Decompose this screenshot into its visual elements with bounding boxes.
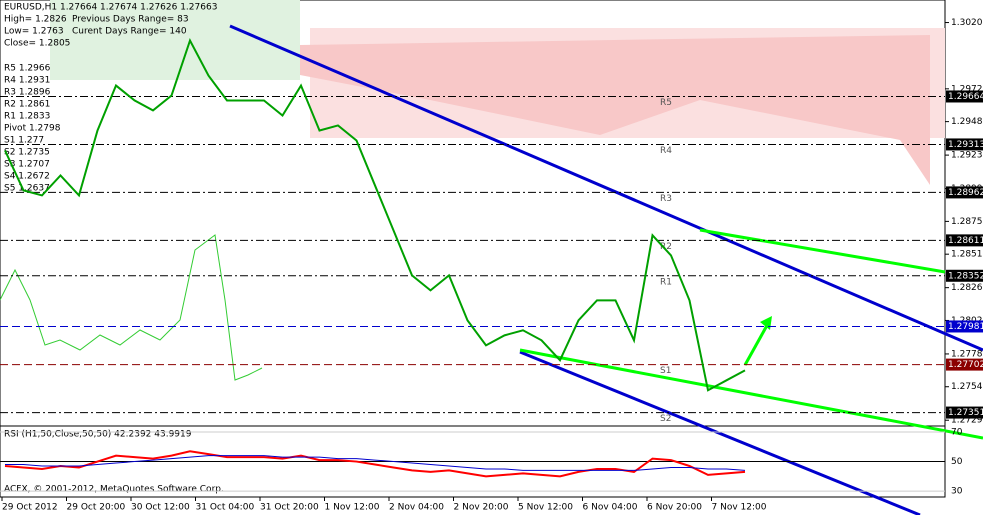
- header-text: Curent Days Range= 140: [72, 27, 187, 37]
- level-badge: [946, 320, 983, 333]
- channel-line: [519, 348, 983, 440]
- x-tick-label: 5 Nov 12:00: [518, 503, 573, 513]
- y-tick-label: 1.28510: [951, 250, 983, 260]
- level-badge: [946, 358, 983, 371]
- header-text: Close= 1.2805: [4, 39, 70, 49]
- header-text: EURUSD,H1 1.27664 1.27674 1.27626 1.2766…: [4, 3, 217, 13]
- x-tick-label: 6 Nov 20:00: [647, 503, 702, 513]
- header-text: Low= 1.2763: [4, 27, 64, 37]
- level-label: 1.29664: [948, 92, 983, 102]
- level-label: 1.27351: [948, 408, 983, 418]
- x-tick-label: 2 Nov 20:00: [454, 503, 509, 513]
- channel-line: [699, 228, 946, 274]
- x-tick-label: 7 Nov 12:00: [712, 503, 767, 513]
- pivot-text: S3 1.2707: [4, 160, 50, 170]
- level-badge: [946, 138, 983, 151]
- x-tick-label: 31 Oct 04:00: [196, 503, 255, 513]
- level-label: 1.27981: [948, 322, 983, 332]
- y-tick-label: 1.28750: [951, 217, 983, 227]
- rsi-tick-label: 50: [951, 457, 963, 467]
- x-tick-label: 29 Oct 20:00: [67, 503, 126, 513]
- arrow: [743, 319, 772, 366]
- y-tick-label: 1.29480: [951, 117, 983, 127]
- x-tick-label: 30 Oct 12:00: [131, 503, 190, 513]
- pivot-text: S4 1.2672: [4, 172, 50, 182]
- pivot-text: S2 1.2735: [4, 148, 50, 158]
- rsi-tick-label: 70: [951, 428, 963, 438]
- level-name: R2: [660, 242, 672, 252]
- level-badge: [946, 406, 983, 419]
- y-tick-label: 1.28265: [951, 283, 983, 293]
- price-line: [4, 38, 746, 392]
- level-name: R1: [660, 277, 672, 287]
- copyright: ACFX, © 2001-2012, MetaQuotes Software C…: [4, 485, 224, 495]
- level-label: 1.28352: [948, 271, 983, 281]
- level-name: S2: [660, 414, 671, 424]
- pivot-text: R1 1.2833: [4, 112, 50, 122]
- level-label: 1.28611: [948, 236, 983, 246]
- level-name: R4: [660, 146, 672, 156]
- level-badge: [946, 269, 983, 282]
- y-tick-label: 1.29720: [951, 84, 983, 94]
- pivot-text: R2 1.2861: [4, 100, 50, 110]
- cloud-green: [50, 0, 300, 80]
- rsi-title: RSI (H1,50,Close,50,50) 42.2392 43.9919: [4, 430, 192, 440]
- rsi-tick-label: 30: [951, 487, 963, 497]
- cloud-shade: [300, 35, 930, 185]
- y-tick-label: 1.30205: [951, 18, 983, 28]
- header: EURUSD,H1 1.27664 1.27674 1.27626 1.2766…: [4, 3, 217, 49]
- pivot-text: S1 1.277: [4, 136, 44, 146]
- level-label: 1.27702: [948, 360, 983, 370]
- trend-line: [519, 350, 921, 515]
- rsi-line: [5, 455, 746, 471]
- pivot-text: R5 1.2966: [4, 64, 51, 74]
- pivot-text: S5 1.2637: [4, 184, 50, 194]
- level-badge: [946, 90, 983, 103]
- pivot-text: Pivot 1.2798: [4, 124, 61, 134]
- x-tick-label: 31 Oct 20:00: [260, 503, 319, 513]
- y-tick-label: 1.27540: [951, 382, 983, 392]
- level-label: 1.29313: [948, 140, 983, 150]
- y-tick-label: 1.27295: [951, 416, 983, 426]
- header-text: Previous Days Range= 83: [72, 15, 189, 25]
- pivot-text: R4 1.2931: [4, 76, 50, 86]
- x-tick-label: 6 Nov 04:00: [583, 503, 638, 513]
- header-text: High= 1.2826: [4, 15, 67, 25]
- trend-line: [229, 24, 983, 352]
- x-tick-label: 29 Oct 2012: [2, 503, 58, 513]
- level-badge: [946, 186, 983, 199]
- pivot-text: R3 1.2896: [4, 88, 51, 98]
- x-tick-label: 1 Nov 12:00: [325, 503, 380, 513]
- level-name: R3: [660, 194, 672, 204]
- level-label: 1.28962: [948, 188, 983, 198]
- y-tick-label: 1.27780: [951, 349, 983, 359]
- level-badge: [946, 234, 983, 247]
- level-name: S1: [660, 366, 671, 376]
- x-tick-label: 2 Nov 04:00: [389, 503, 444, 513]
- level-name: R5: [660, 98, 672, 108]
- y-tick-label: 1.29235: [951, 151, 983, 161]
